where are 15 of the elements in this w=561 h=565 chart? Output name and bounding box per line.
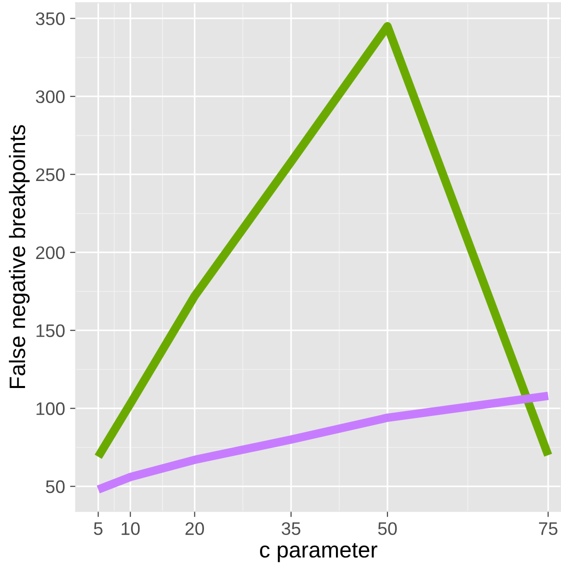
y-tick-label: 300 <box>36 90 65 104</box>
y-tick-label: 150 <box>36 324 65 338</box>
y-tick-label: 250 <box>36 168 65 182</box>
y-axis-title: False negative breakpoints <box>8 125 30 388</box>
y-tick-label: 100 <box>36 402 65 416</box>
y-tick-label: 200 <box>36 246 65 260</box>
x-tick-label: 10 <box>122 522 140 536</box>
y-tick-label: 350 <box>36 12 65 26</box>
x-axis-title: c parameter <box>260 543 378 562</box>
y-tick-label: 50 <box>46 480 65 494</box>
x-tick-label: 5 <box>94 522 102 536</box>
x-tick-label: 20 <box>186 522 204 536</box>
x-tick-label: 50 <box>378 522 397 536</box>
x-tick-label: 75 <box>539 522 558 536</box>
x-tick-label: 35 <box>282 522 300 536</box>
